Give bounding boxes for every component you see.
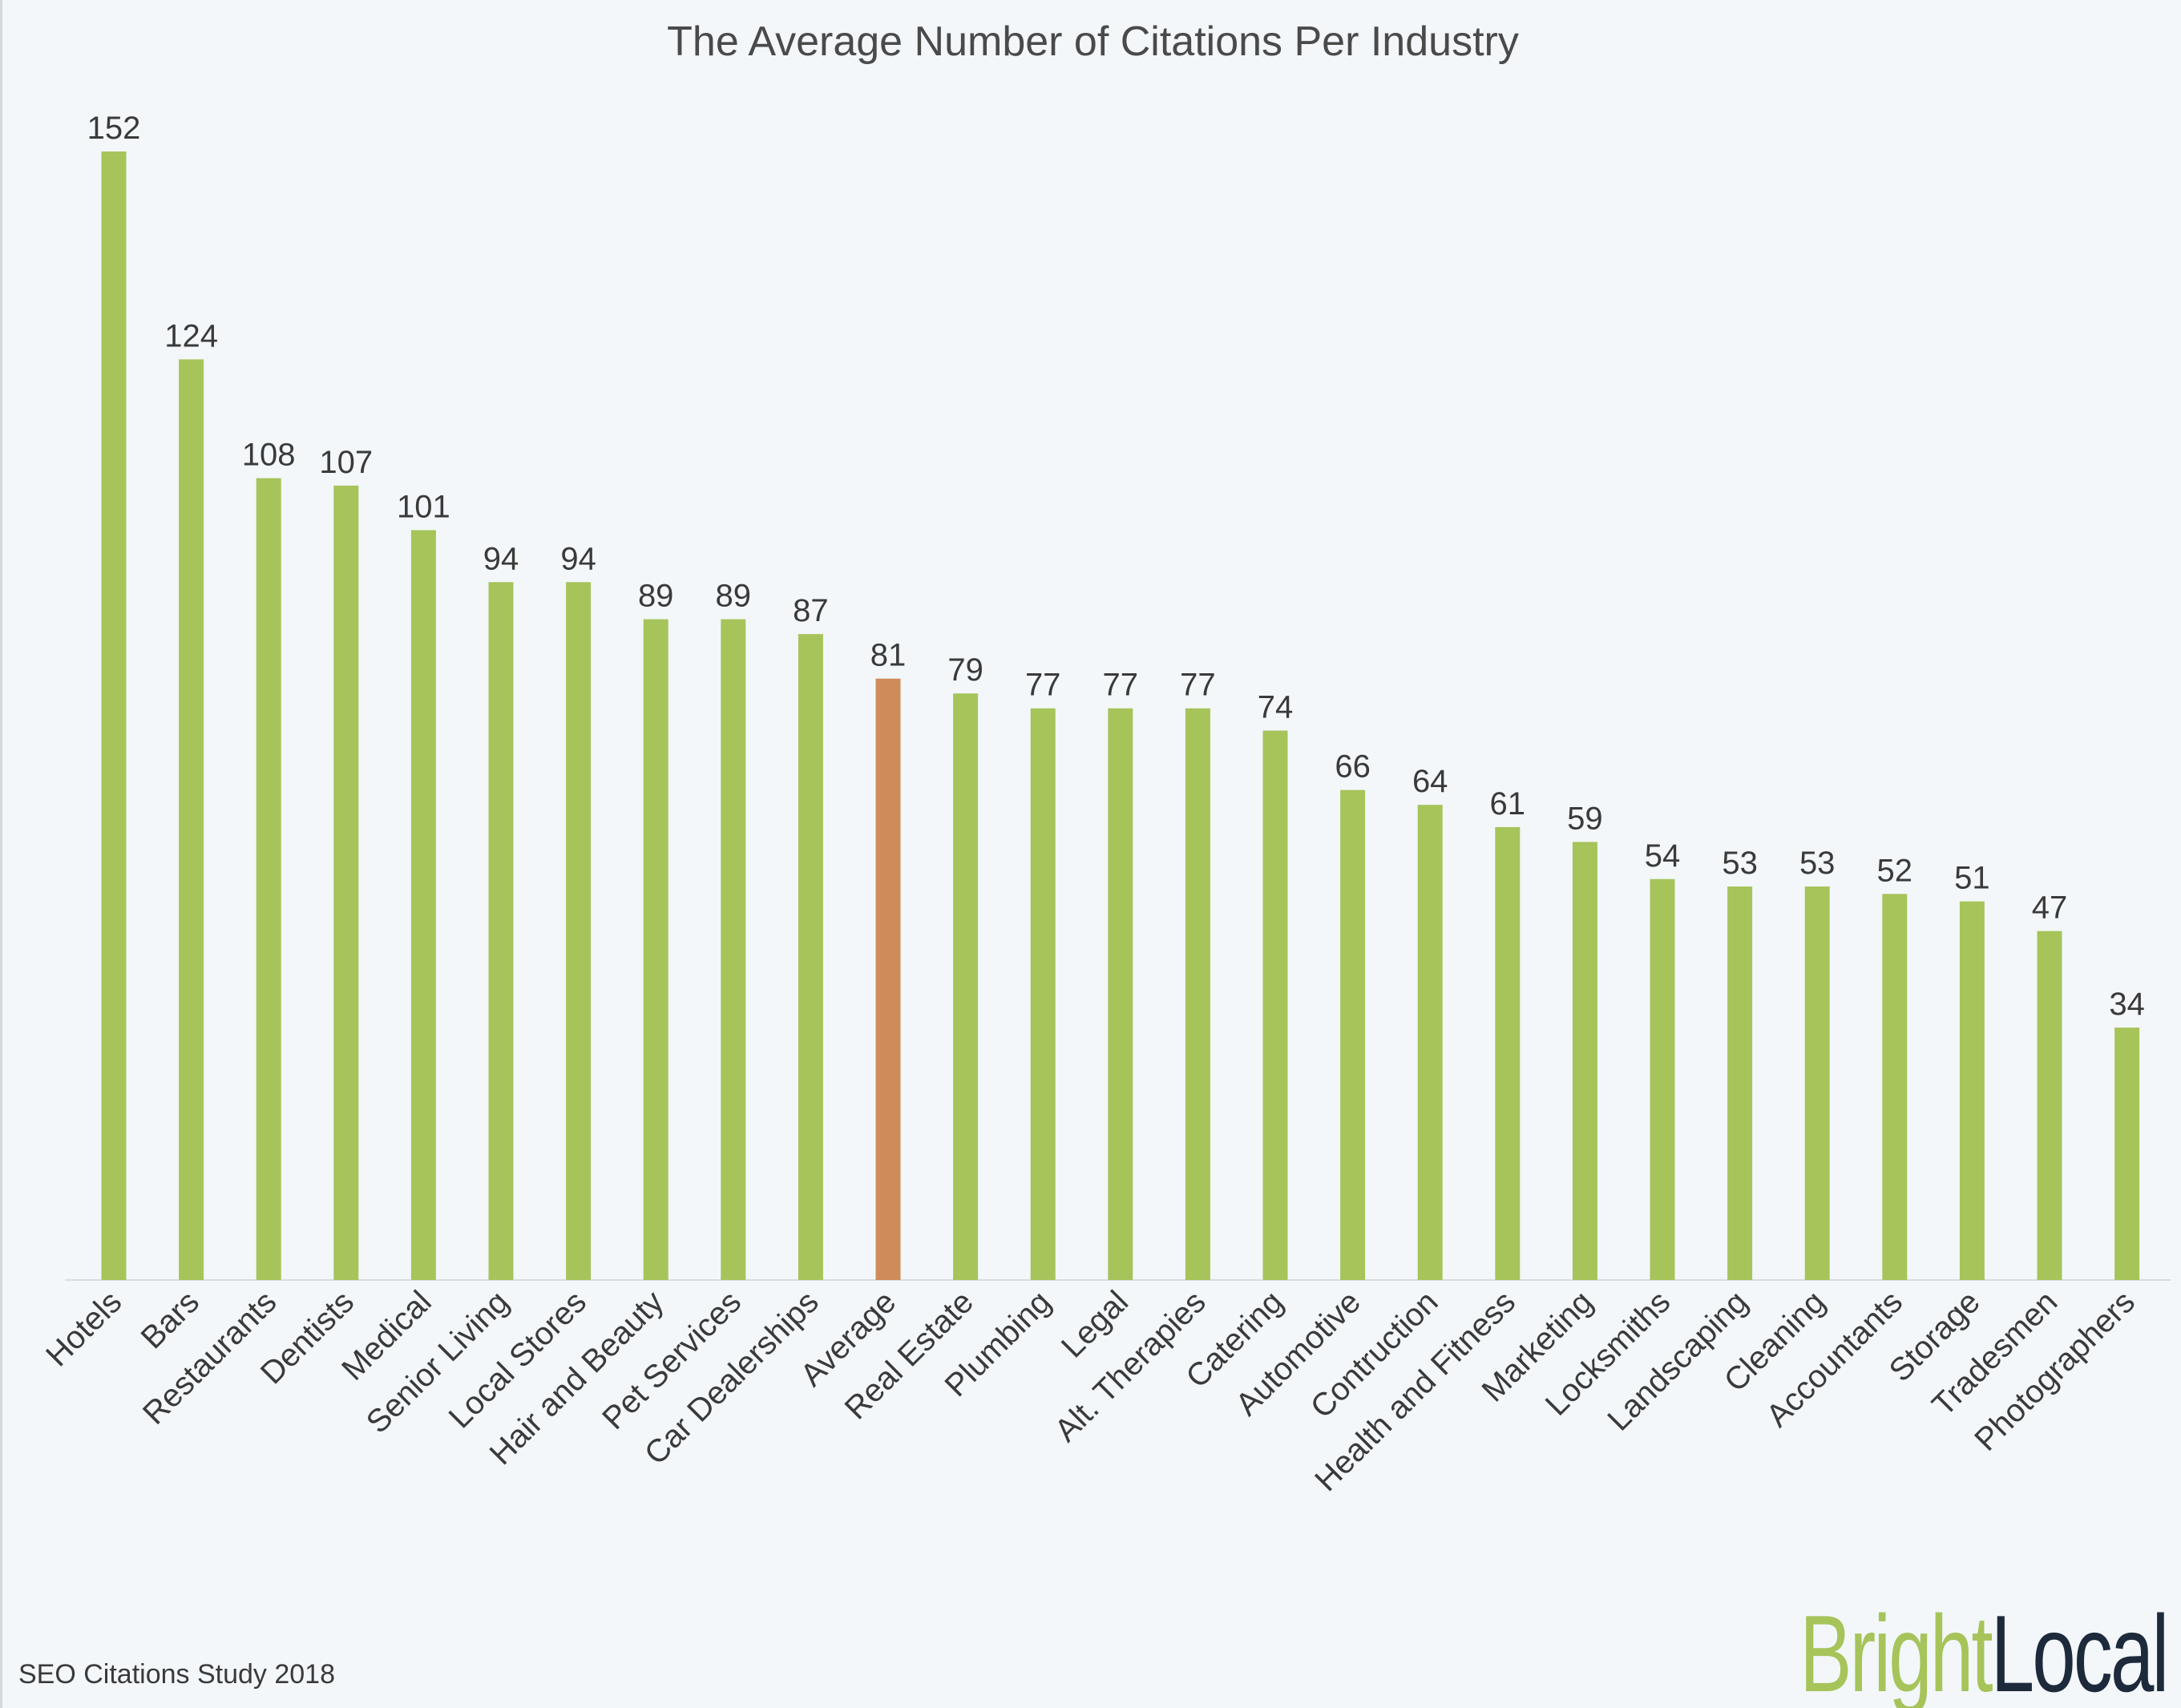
bar-plumbing xyxy=(1030,708,1056,1280)
bar-marketing xyxy=(1572,842,1597,1280)
data-label: 34 xyxy=(2109,987,2145,1022)
bar-senior-living xyxy=(488,582,514,1280)
bar-photographers xyxy=(2114,1028,2140,1280)
data-label: 52 xyxy=(1877,853,1913,888)
bar-health-and-fitness xyxy=(1495,826,1521,1280)
bar-hotels xyxy=(101,151,127,1280)
data-label: 89 xyxy=(638,579,674,614)
data-label: 87 xyxy=(793,593,829,628)
data-label: 74 xyxy=(1258,690,1294,725)
brightlocal-logo: BrightLocal xyxy=(1799,1591,2169,1708)
data-label: 77 xyxy=(1103,668,1139,703)
data-label: 79 xyxy=(947,652,983,688)
bar-bars xyxy=(179,359,204,1280)
bar-accountants xyxy=(1882,894,1908,1280)
data-label: 77 xyxy=(1180,668,1216,703)
bar-pet-services xyxy=(721,619,746,1280)
bar-dentists xyxy=(333,485,359,1280)
data-label: 53 xyxy=(1722,846,1758,881)
data-label: 152 xyxy=(87,111,141,146)
bar-local-stores xyxy=(566,582,592,1280)
data-label: 61 xyxy=(1490,786,1526,822)
data-label: 64 xyxy=(1412,764,1448,799)
bar-contruction xyxy=(1417,805,1443,1280)
data-label: 66 xyxy=(1335,749,1371,785)
bar-medical xyxy=(410,530,436,1280)
data-label: 101 xyxy=(397,489,450,524)
logo-part-local: Local xyxy=(1990,1593,2169,1708)
data-label: 124 xyxy=(164,318,218,353)
bar-hair-and-beauty xyxy=(643,619,668,1280)
data-label: 47 xyxy=(2032,890,2068,926)
x-tick-label: Hotels xyxy=(39,1284,128,1373)
bar-automotive xyxy=(1340,789,1366,1280)
bar-landscaping xyxy=(1727,886,1753,1280)
logo-part-bright: Bright xyxy=(1799,1593,1993,1708)
data-label: 59 xyxy=(1567,801,1603,836)
data-label: 94 xyxy=(483,541,519,576)
bar-average xyxy=(875,678,901,1280)
data-label: 89 xyxy=(716,579,752,614)
bar-storage xyxy=(1959,901,1985,1280)
data-label: 81 xyxy=(870,638,907,673)
bar-legal xyxy=(1108,708,1133,1280)
data-label: 107 xyxy=(319,445,373,480)
data-label: 108 xyxy=(242,438,296,473)
bar-alt-therapies xyxy=(1185,708,1210,1280)
data-label: 94 xyxy=(560,541,596,576)
data-label: 77 xyxy=(1025,668,1061,703)
bar-restaurants xyxy=(256,478,281,1280)
data-label: 54 xyxy=(1645,838,1681,874)
bar-cleaning xyxy=(1804,886,1830,1280)
chart-title: The Average Number of Citations Per Indu… xyxy=(667,18,1519,65)
bar-car-dealerships xyxy=(798,634,823,1280)
footer-source: SEO Citations Study 2018 xyxy=(18,1659,336,1690)
bar-locksmiths xyxy=(1650,878,1675,1280)
bar-tradesmen xyxy=(2037,931,2062,1280)
data-label: 51 xyxy=(1954,861,1990,896)
data-label: 53 xyxy=(1799,846,1836,881)
x-tick-label: Bars xyxy=(135,1284,206,1355)
bar-real-estate xyxy=(953,693,979,1280)
bar-catering xyxy=(1262,730,1288,1280)
